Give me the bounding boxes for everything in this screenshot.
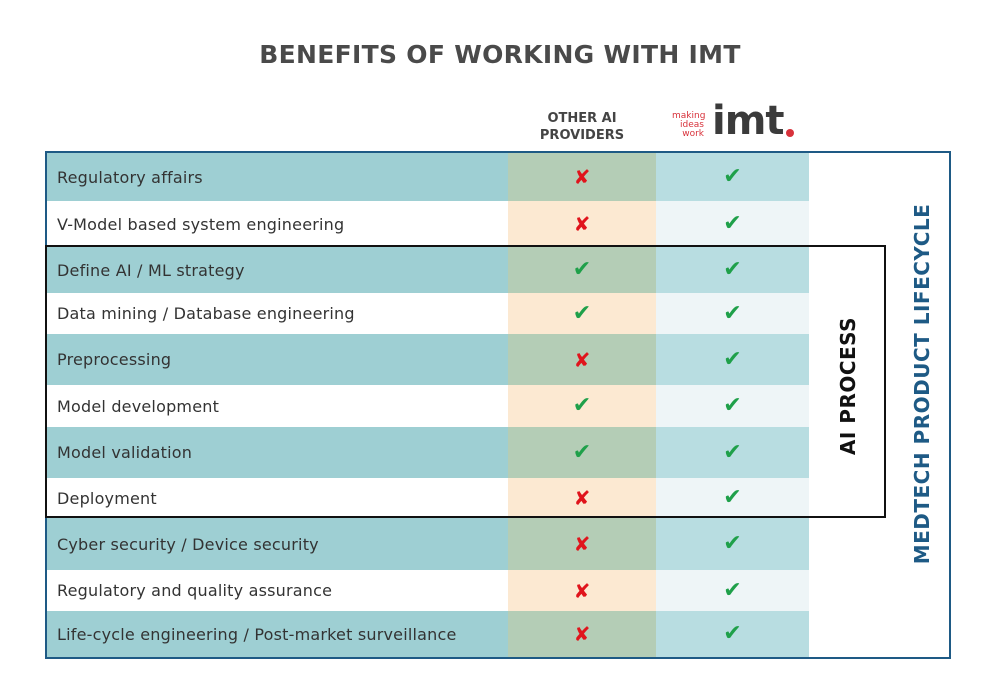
imt-cell: ✔ (656, 201, 809, 247)
tagline-word: ideas (680, 120, 704, 130)
row-label: Regulatory affairs (47, 153, 508, 201)
table-row: Preprocessing ✘ ✔ (47, 334, 809, 385)
imt-cell: ✔ (656, 385, 809, 427)
check-icon: ✔ (723, 439, 742, 465)
table-row: Regulatory affairs ✘ ✔ (47, 153, 809, 201)
other-cell: ✔ (508, 427, 656, 478)
cross-icon: ✘ (573, 165, 591, 189)
check-icon: ✔ (723, 621, 742, 646)
other-cell: ✘ (508, 153, 656, 201)
check-icon: ✔ (723, 300, 742, 326)
column-header-line: PROVIDERS (539, 128, 625, 143)
table-row: Cyber security / Device security ✘ ✔ (47, 518, 809, 570)
tagline-word: making (672, 111, 706, 121)
check-icon: ✔ (723, 577, 742, 603)
table-row: Deployment ✘ ✔ (47, 478, 809, 518)
imt-cell: ✔ (656, 478, 809, 518)
lifecycle-label: MEDTECH PRODUCT LIFECYCLE (910, 203, 934, 565)
check-icon: ✔ (723, 531, 742, 556)
row-label: V-Model based system engineering (47, 201, 508, 247)
other-cell: ✘ (508, 334, 656, 385)
table-row: Model validation ✔ ✔ (47, 427, 809, 478)
imt-cell: ✔ (656, 611, 809, 657)
cross-icon: ✘ (573, 532, 591, 556)
row-label: Model development (47, 385, 508, 427)
table-row: Model development ✔ ✔ (47, 385, 809, 427)
check-icon: ✔ (572, 257, 592, 282)
row-label: Preprocessing (47, 334, 508, 385)
imt-cell: ✔ (656, 334, 809, 385)
row-label: Deployment (47, 478, 508, 518)
check-icon: ✔ (723, 346, 742, 372)
cross-icon: ✘ (573, 486, 591, 510)
imt-logo: making ideas work imt (668, 98, 808, 144)
check-icon: ✔ (572, 300, 592, 326)
other-cell: ✘ (508, 478, 656, 518)
row-label: Cyber security / Device security (47, 518, 508, 570)
page-title: BENEFITS OF WORKING WITH IMT (259, 40, 741, 69)
table-row: Life-cycle engineering / Post-market sur… (47, 611, 809, 657)
other-cell: ✔ (508, 293, 656, 334)
check-icon: ✔ (723, 211, 742, 236)
check-icon: ✔ (723, 257, 742, 282)
other-cell: ✘ (508, 201, 656, 247)
other-cell: ✘ (508, 518, 656, 570)
table-row: Data mining / Database engineering ✔ ✔ (47, 293, 809, 334)
row-label: Regulatory and quality assurance (47, 570, 508, 611)
imt-cell: ✔ (656, 570, 809, 611)
tagline-word: work (682, 129, 704, 139)
imt-cell: ✔ (656, 247, 809, 293)
column-header-other-providers: OTHER AI PROVIDERS (508, 110, 656, 144)
imt-cell: ✔ (656, 153, 809, 201)
cross-icon: ✘ (573, 578, 591, 603)
table-row: Define AI / ML strategy ✔ ✔ (47, 247, 809, 293)
check-icon: ✔ (723, 485, 742, 510)
check-icon: ✔ (572, 393, 592, 418)
other-cell: ✘ (508, 570, 656, 611)
other-cell: ✔ (508, 247, 656, 293)
check-icon: ✔ (723, 164, 742, 189)
logo-tagline: making ideas work (672, 111, 706, 139)
cross-icon: ✘ (573, 347, 591, 372)
table-row: V-Model based system engineering ✘ ✔ (47, 201, 809, 247)
cross-icon: ✘ (573, 622, 591, 646)
check-icon: ✔ (572, 439, 592, 465)
imt-cell: ✔ (656, 427, 809, 478)
logo-dot (786, 129, 794, 137)
row-label: Model validation (47, 427, 508, 478)
logo-wordmark: imt (712, 98, 785, 144)
other-cell: ✔ (508, 385, 656, 427)
row-label: Data mining / Database engineering (47, 293, 508, 334)
ai-process-label: AI PROCESS (836, 316, 860, 456)
imt-cell: ✔ (656, 293, 809, 334)
column-header-line: OTHER AI (547, 111, 617, 126)
imt-cell: ✔ (656, 518, 809, 570)
cross-icon: ✘ (573, 212, 591, 236)
row-label: Define AI / ML strategy (47, 247, 508, 293)
other-cell: ✘ (508, 611, 656, 657)
row-label: Life-cycle engineering / Post-market sur… (47, 611, 508, 657)
check-icon: ✔ (723, 393, 742, 418)
table-row: Regulatory and quality assurance ✘ ✔ (47, 570, 809, 611)
